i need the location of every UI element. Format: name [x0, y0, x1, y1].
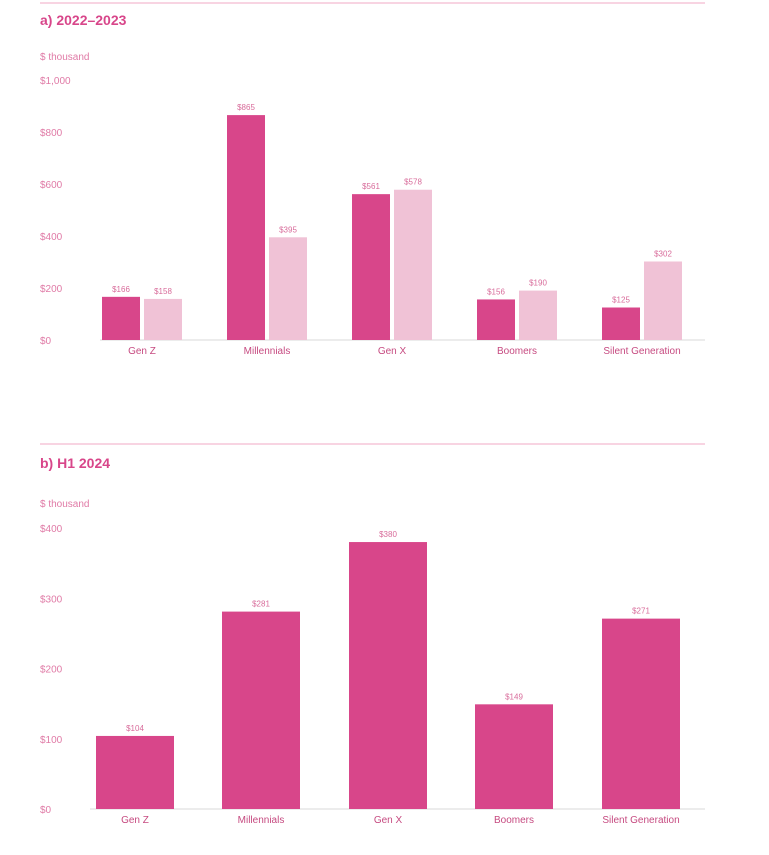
b-data-label: $380: [379, 530, 397, 539]
b-ytick-label: $100: [40, 735, 63, 746]
a-bar: [394, 189, 432, 340]
a-bar: [352, 194, 390, 340]
b-bar: [475, 704, 553, 809]
panel-a-x-axis: Gen Z Millennials Gen X Boomers Silent Gener…: [128, 346, 681, 357]
b-ytick-label: $0: [40, 805, 52, 816]
a-bar: [227, 115, 265, 340]
a-ytick-label: $200: [40, 284, 63, 295]
b-data-label: $281: [252, 600, 270, 609]
panel-a-title: a) 2022–2023: [40, 12, 127, 28]
a-data-label: $561: [362, 182, 380, 191]
b-data-label: $149: [505, 692, 523, 701]
a-bar: [477, 299, 515, 340]
a-data-label: $156: [487, 287, 505, 296]
b-bar: [222, 611, 300, 809]
a-xtick-label: Millennials: [244, 346, 291, 357]
a-bar: [269, 237, 307, 340]
panel-a: a) 2022–2023 $ thousand $0 $200 $400 $600 $8…: [40, 2, 705, 357]
a-data-label: $578: [404, 178, 422, 187]
b-xtick-label: Silent Generation: [602, 815, 679, 826]
a-data-label: $190: [529, 279, 547, 288]
b-ytick-label: $400: [40, 524, 63, 535]
a-xtick-label: Gen X: [378, 346, 407, 357]
a-xtick-label: Boomers: [497, 346, 537, 357]
b-bar: [602, 618, 680, 809]
b-xtick-label: Gen X: [374, 815, 403, 826]
panel-b-bars: $104 $281 $380 $149 $271: [96, 530, 680, 809]
a-bar: [519, 290, 557, 340]
a-data-label: $302: [654, 249, 672, 258]
b-ytick-label: $200: [40, 665, 63, 676]
b-xtick-label: Millennials: [238, 815, 285, 826]
a-ytick-label: $1,000: [40, 76, 71, 87]
panel-b-title: b) H1 2024: [40, 455, 110, 471]
b-bar: [349, 542, 427, 809]
a-bar: [602, 307, 640, 340]
panel-b-x-axis: Gen Z Millennials Gen X Boomers Silent Gener…: [121, 815, 680, 826]
panel-b-unit-label: $ thousand: [40, 499, 90, 510]
b-bar: [96, 735, 174, 809]
a-data-label: $395: [279, 225, 297, 234]
b-ytick-label: $300: [40, 594, 63, 605]
a-xtick-label: Silent Generation: [603, 346, 680, 357]
a-bar: [644, 261, 682, 340]
a-data-label: $125: [612, 296, 630, 305]
b-xtick-label: Gen Z: [121, 815, 149, 826]
a-ytick-label: $400: [40, 232, 63, 243]
panel-a-bars: $166 $158 $865 $395 $561 $578 $156 $190 $125 $302: [102, 103, 682, 340]
a-bar: [144, 298, 182, 340]
a-ytick-label: $600: [40, 180, 63, 191]
a-ytick-label: $0: [40, 336, 52, 347]
b-data-label: $271: [632, 607, 650, 616]
b-xtick-label: Boomers: [494, 815, 534, 826]
panel-b: b) H1 2024 $ thousand $0 $100 $200 $300 $400…: [40, 443, 705, 826]
a-data-label: $158: [154, 287, 172, 296]
a-bar: [102, 296, 140, 340]
panel-a-unit-label: $ thousand: [40, 52, 90, 63]
a-xtick-label: Gen Z: [128, 346, 156, 357]
b-data-label: $104: [126, 724, 144, 733]
a-data-label: $166: [112, 285, 130, 294]
a-data-label: $865: [237, 103, 255, 112]
a-ytick-label: $800: [40, 128, 63, 139]
